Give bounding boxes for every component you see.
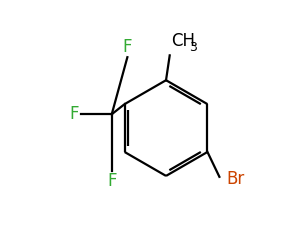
Text: F: F [123, 38, 132, 56]
Text: F: F [69, 105, 79, 123]
Text: Br: Br [227, 170, 245, 188]
Text: F: F [107, 172, 117, 190]
Text: 3: 3 [189, 41, 197, 54]
Text: CH: CH [171, 32, 195, 50]
